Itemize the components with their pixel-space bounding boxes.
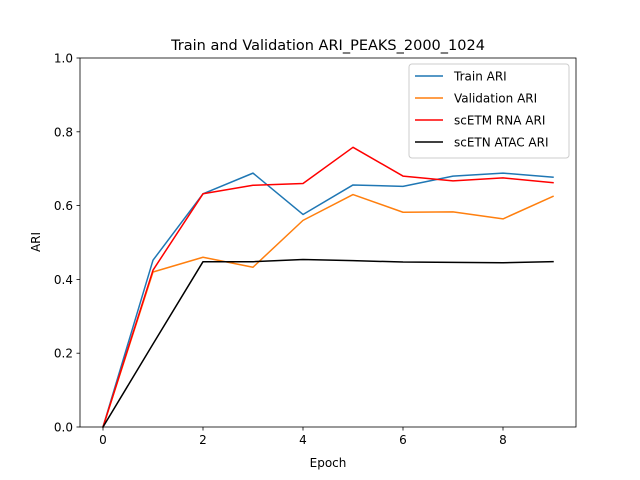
chart-title: Train and Validation ARI_PEAKS_2000_1024 xyxy=(170,38,485,54)
x-tick-label: 8 xyxy=(499,433,507,447)
series-line-0 xyxy=(102,172,554,428)
y-tick-label: 0.0 xyxy=(54,421,73,435)
x-axis-label: Epoch xyxy=(310,456,347,470)
y-tick-label: 0.2 xyxy=(54,347,73,361)
legend: Train ARI Validation ARI scETM RNA ARI scET… xyxy=(408,63,570,159)
series-line-2 xyxy=(102,146,554,428)
series-line-3 xyxy=(101,258,554,429)
legend-label-0: Train ARI xyxy=(453,70,507,84)
plot-area: 0 2 4 6 8 0.0 0.2 0.4 0.6 0.8 1.0 xyxy=(54,52,577,447)
y-tick-label: 0.4 xyxy=(54,273,73,287)
y-tick-label: 0.6 xyxy=(54,199,73,213)
x-tick-label: 6 xyxy=(399,433,407,447)
y-tick-label: 1.0 xyxy=(54,52,73,66)
legend-label-2: scETM RNA ARI xyxy=(454,114,545,128)
x-tick-label: 2 xyxy=(199,433,207,447)
legend-label-1: Validation ARI xyxy=(454,92,537,106)
legend-box xyxy=(408,63,570,159)
series-line-1 xyxy=(102,193,554,428)
axes-frame xyxy=(79,57,577,428)
x-tick-label: 0 xyxy=(99,433,107,447)
y-tick-label: 0.8 xyxy=(54,125,73,139)
x-tick-label: 4 xyxy=(299,433,307,447)
legend-label-3: scETN ATAC ARI xyxy=(454,136,549,150)
y-axis-label: ARI xyxy=(29,232,43,252)
